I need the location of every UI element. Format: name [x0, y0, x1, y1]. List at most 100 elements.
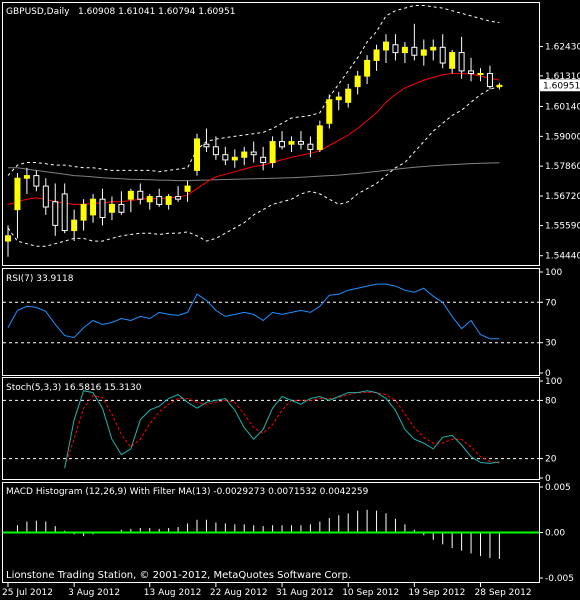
price-tick-label: 1.59000	[545, 132, 580, 142]
stoch-tick-label: 100	[545, 377, 562, 387]
candle-body	[33, 175, 40, 187]
current-price-label: 1.60951	[543, 81, 580, 91]
candle-body	[316, 125, 323, 150]
candle-body	[477, 73, 484, 76]
rsi-title: RSI(7) 33.9118	[6, 274, 74, 284]
price-layer	[5, 5, 503, 257]
candle-body	[203, 143, 210, 148]
candle-body	[108, 203, 115, 213]
price-tick-label: 1.60140	[545, 103, 580, 113]
stoch-panel	[2, 377, 540, 480]
macd-tick-label: 0.005	[545, 483, 571, 493]
macd-tick-label: 0.00	[545, 529, 565, 539]
price-tick-label: 1.54440	[545, 252, 580, 262]
price-tick-label: 1.62430	[545, 43, 580, 53]
rsi-layer	[3, 283, 539, 344]
date-tick-label: 19 Sep 2012	[408, 588, 465, 598]
candle-body	[468, 70, 475, 75]
stoch-tick-label: 80	[545, 396, 557, 406]
candle-body	[279, 141, 286, 148]
candle-body	[449, 52, 456, 69]
candle-body	[61, 193, 68, 232]
candle-body	[354, 75, 361, 88]
candle-body	[90, 198, 97, 216]
candle-body	[392, 44, 399, 54]
date-tick-label: 25 Jul 2012	[2, 588, 53, 598]
copyright-text: Lionstone Trading Station, © 2001-2012, …	[6, 570, 351, 581]
current-price-box	[540, 79, 580, 92]
stoch-tick-label: 0	[545, 474, 551, 484]
price-ohlc: 1.60908 1.61041 1.60794 1.60951	[78, 7, 235, 17]
candle-body	[458, 52, 465, 72]
date-tick-label: 3 Aug 2012	[68, 588, 120, 598]
candle-body	[14, 177, 21, 211]
candle-body	[23, 175, 30, 179]
band-lower-line	[7, 86, 500, 247]
band-upper-line	[7, 5, 500, 176]
candle-body	[71, 219, 78, 232]
stoch-title: Stoch(5,3,3) 16.5816 15.3130	[6, 383, 142, 393]
candle-body	[383, 41, 389, 51]
candle-body	[118, 203, 125, 213]
macd-layer	[3, 509, 539, 559]
macd-title: MACD Histogram (12,26,9) With Filter MA(…	[6, 487, 369, 497]
date-tick-label: 13 Aug 2012	[144, 588, 202, 598]
price-tick-label: 1.55590	[545, 222, 580, 232]
candle-body	[326, 99, 333, 124]
candle-body	[42, 185, 49, 208]
candle-body	[335, 96, 342, 101]
candle-body	[269, 141, 276, 164]
date-tick-label: 28 Sep 2012	[475, 588, 532, 598]
stoch-tick-label: 20	[545, 455, 557, 465]
candle-body	[260, 156, 267, 164]
price-title: GBPUSD,Daily	[6, 7, 70, 17]
candle-body	[184, 185, 191, 192]
candle-body	[241, 151, 248, 158]
macd-tick-label: -0.005	[545, 574, 574, 584]
candle-body	[288, 141, 295, 145]
price-tick-label: 1.61310	[545, 72, 580, 82]
candle-body	[99, 198, 106, 218]
candle-body	[496, 84, 503, 88]
rsi-tick-label: 70	[545, 298, 557, 308]
rsi-line	[7, 283, 500, 340]
candle-body	[5, 235, 11, 242]
candle-body	[373, 49, 380, 61]
candle-body	[486, 73, 493, 88]
candle-body	[212, 146, 219, 156]
date-tick-label: 31 Aug 2012	[276, 588, 334, 598]
candle-body	[222, 154, 229, 161]
candle-body	[137, 190, 144, 200]
candle-body	[411, 46, 418, 56]
candle-body	[156, 196, 163, 205]
candle-body	[80, 203, 87, 221]
stoch-signal-line	[64, 392, 500, 467]
candle-body	[439, 46, 446, 64]
ma-red-line	[7, 73, 500, 205]
price-tick-label: 1.57860	[545, 162, 580, 172]
rsi-panel	[2, 268, 540, 376]
date-tick-label: 22 Aug 2012	[210, 588, 268, 598]
rsi-tick-label: 100	[545, 268, 562, 278]
axis-layer: 1.62430 1.61310 1.60140 1.59000 1.57860 1.567…	[2, 43, 580, 598]
candle-body	[194, 138, 200, 171]
candle-body	[307, 143, 314, 150]
candle-body	[231, 156, 238, 161]
candle-body	[127, 190, 134, 200]
candle-body	[430, 46, 437, 51]
candle-body	[165, 196, 172, 205]
candle-body	[52, 201, 59, 226]
stoch-layer	[3, 390, 539, 469]
ma-gray-line	[8, 162, 500, 182]
candle-body	[345, 88, 352, 103]
rsi-tick-label: 30	[545, 339, 557, 349]
candle-body	[364, 59, 371, 77]
price-panel	[2, 2, 540, 266]
stoch-main-line	[64, 390, 500, 469]
candle-body	[175, 196, 182, 200]
candle-body	[401, 46, 408, 54]
candle-body	[297, 141, 304, 145]
rsi-tick-label: 0	[545, 369, 551, 379]
